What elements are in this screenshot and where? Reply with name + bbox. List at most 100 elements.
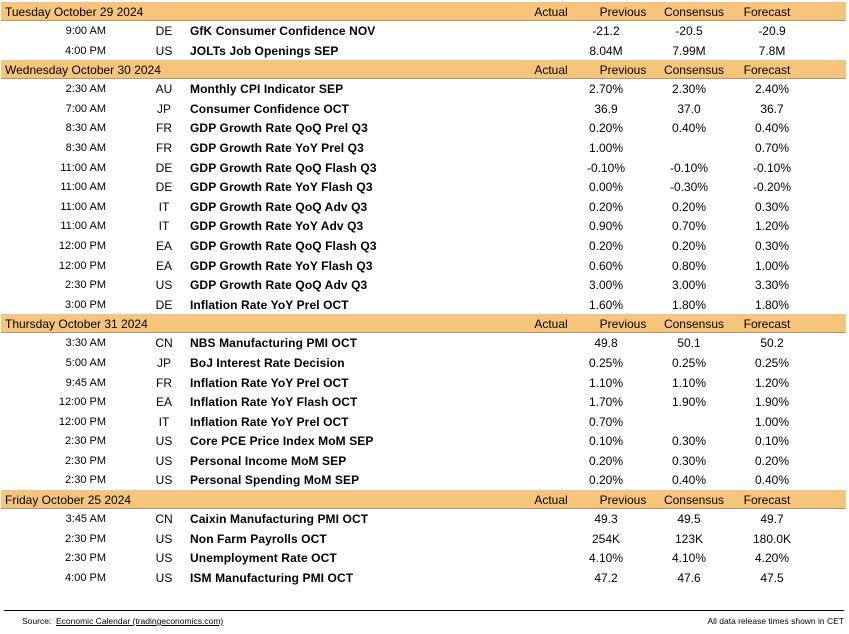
event-row: 11:00 AM DE GDP Growth Rate QoQ Flash Q3 -0… [1, 158, 846, 178]
event-forecast: 0.10% [754, 434, 790, 449]
event-time: 11:00 AM [60, 161, 106, 174]
event-previous: -0.10% [586, 160, 626, 175]
event-country: IT [158, 199, 170, 214]
event-consensus: 7.99M [672, 43, 706, 58]
event-country: DE [155, 160, 173, 175]
timezone-note: All data release times shown in CET [707, 616, 844, 626]
event-time: 2:30 PM [65, 532, 106, 545]
event-country: US [155, 473, 173, 488]
event-name: GDP Growth Rate QoQ Flash Q3 [190, 160, 377, 175]
event-name: Consumer Confidence OCT [190, 101, 349, 116]
event-country: US [155, 43, 173, 58]
event-country: US [155, 434, 173, 449]
column-header-consensus: Consensus [663, 317, 725, 332]
event-time: 8:30 AM [65, 122, 106, 135]
footer: Source: Economic Calendar (tradingeconom… [0, 610, 849, 632]
event-previous: 0.20% [588, 473, 624, 488]
event-forecast: 7.8M [758, 43, 786, 58]
event-row: 7:00 AM JP Consumer Confidence OCT 36.9 37.0… [1, 99, 846, 119]
day-section: Thursday October 31 2024 Actual Previous Co… [1, 314, 846, 490]
event-time: 3:30 AM [65, 337, 106, 350]
event-row: 8:30 AM FR GDP Growth Rate QoQ Prel Q3 0.20… [1, 118, 846, 138]
event-row: 2:30 PM US GDP Growth Rate QoQ Adv Q3 3.00%… [1, 275, 846, 295]
event-previous: 1.70% [588, 395, 624, 410]
event-row: 2:30 PM US Non Farm Payrolls OCT 254K 123K 18… [1, 529, 846, 549]
source-link[interactable]: Economic Calendar (tradingeconomics.com) [56, 616, 224, 626]
column-header-actual: Actual [534, 317, 568, 332]
event-forecast: 0.70% [754, 140, 790, 155]
event-forecast: 36.7 [760, 101, 784, 116]
column-header-actual: Actual [534, 63, 568, 78]
event-name: Core PCE Price Index MoM SEP [190, 434, 374, 449]
event-country: US [155, 570, 173, 585]
event-name: GDP Growth Rate YoY Flash Q3 [190, 258, 373, 273]
event-row: 12:00 PM EA GDP Growth Rate QoQ Flash Q3 0.… [1, 236, 846, 256]
event-previous: 1.60% [588, 297, 624, 312]
event-consensus: 0.40% [671, 121, 707, 136]
column-header-forecast: Forecast [743, 493, 791, 508]
event-time: 4:00 PM [65, 571, 106, 584]
event-country: CN [155, 336, 173, 351]
event-row: 12:00 PM EA Inflation Rate YoY Flash OCT 1.… [1, 392, 846, 412]
event-forecast: -20.9 [758, 24, 786, 38]
event-country: DE [155, 180, 173, 195]
event-time: 5:00 AM [65, 356, 106, 369]
event-consensus: 2.30% [671, 82, 707, 97]
event-time: 4:00 PM [65, 44, 106, 57]
event-name: GDP Growth Rate YoY Adv Q3 [190, 219, 364, 234]
event-forecast: 3.30% [754, 278, 790, 293]
event-row: 11:00 AM IT GDP Growth Rate QoQ Adv Q3 0.20… [1, 197, 846, 217]
event-row: 3:45 AM CN Caixin Manufacturing PMI OCT 49.… [1, 509, 846, 529]
source-label: Source: [22, 616, 52, 626]
event-previous: 0.20% [588, 238, 624, 253]
event-consensus: 1.90% [671, 395, 707, 410]
event-forecast: 0.30% [754, 199, 790, 214]
event-name: Inflation Rate YoY Prel OCT [190, 414, 349, 429]
event-consensus: 0.30% [671, 434, 707, 449]
event-name: Inflation Rate YoY Prel OCT [190, 297, 349, 312]
event-forecast: 1.90% [754, 395, 790, 410]
column-header-actual: Actual [534, 493, 568, 508]
event-previous: 49.3 [594, 512, 618, 527]
event-consensus: 123K [674, 531, 704, 546]
event-consensus: 0.80% [671, 258, 707, 273]
column-header-forecast: Forecast [743, 317, 791, 332]
event-consensus: 50.1 [677, 336, 701, 351]
day-title: Wednesday October 30 2024 [5, 63, 161, 78]
column-header-actual: Actual [534, 5, 568, 19]
event-forecast: 0.25% [754, 355, 790, 370]
event-name: GDP Growth Rate YoY Prel Q3 [190, 140, 364, 155]
day-section: Friday October 25 2024 Actual Previous Cons… [1, 490, 846, 587]
event-previous: 0.90% [588, 219, 624, 234]
day-header: Friday October 25 2024 Actual Previous Cons… [1, 490, 846, 510]
event-row: 4:00 PM US ISM Manufacturing PMI OCT 47.2 47… [1, 568, 846, 588]
event-forecast: 1.20% [754, 375, 790, 390]
column-header-consensus: Consensus [663, 63, 725, 78]
event-forecast: 1.00% [754, 414, 790, 429]
event-previous: 47.2 [594, 570, 618, 585]
event-row: 2:30 PM US Personal Spending MoM SEP 0.20% 0… [1, 470, 846, 490]
event-row: 2:30 AM AU Monthly CPI Indicator SEP 2.70% 2… [1, 79, 846, 99]
event-consensus: -0.30% [669, 180, 709, 195]
economic-calendar: Tuesday October 29 2024 Actual Previous Con… [1, 2, 846, 587]
event-time: 12:00 PM [58, 415, 106, 428]
event-time: 12:00 PM [58, 259, 106, 272]
day-header: Thursday October 31 2024 Actual Previous Co… [1, 314, 846, 334]
event-previous: 1.10% [588, 375, 624, 390]
column-header-previous: Previous [599, 493, 647, 508]
event-name: GDP Growth Rate QoQ Prel Q3 [190, 121, 368, 136]
event-previous: 0.10% [588, 434, 624, 449]
event-previous: 8.04M [589, 43, 623, 58]
event-forecast: 0.40% [754, 121, 790, 136]
event-row: 12:00 PM IT Inflation Rate YoY Prel OCT 0.7… [1, 412, 846, 432]
event-previous: 4.10% [588, 551, 624, 566]
event-previous: 0.00% [588, 180, 624, 195]
event-forecast: 4.20% [754, 551, 790, 566]
event-country: FR [156, 121, 172, 136]
event-country: EA [155, 395, 172, 410]
event-row: 2:30 PM US Unemployment Rate OCT 4.10% 4.10%… [1, 548, 846, 568]
event-name: GDP Growth Rate YoY Flash Q3 [190, 180, 373, 195]
event-name: Inflation Rate YoY Flash OCT [190, 395, 358, 410]
event-name: Unemployment Rate OCT [190, 551, 337, 566]
event-previous: -21.2 [592, 24, 620, 38]
